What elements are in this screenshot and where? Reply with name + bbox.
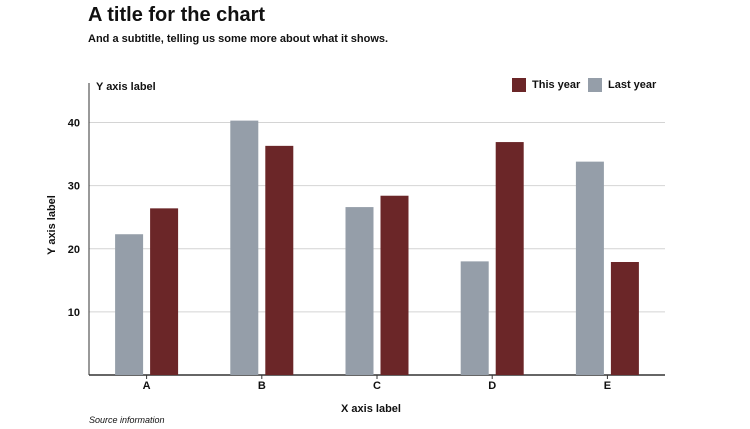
bar-last-year-a — [115, 234, 144, 375]
x-axis-label: X axis label — [341, 403, 401, 415]
bar-last-year-c — [345, 207, 374, 375]
y-tick-label-40: 40 — [68, 118, 80, 130]
x-tick-label-e: E — [604, 380, 611, 392]
y-axis-label-top: Y axis label — [96, 81, 156, 93]
y-tick-label-30: 30 — [68, 181, 80, 193]
y-tick-label-20: 20 — [68, 244, 80, 256]
chart-subtitle: And a subtitle, telling us some more abo… — [88, 33, 389, 45]
bar-last-year-d — [460, 261, 489, 375]
legend-label-last-year: Last year — [608, 79, 657, 91]
bar-this-year-e — [610, 262, 639, 375]
bar-this-year-c — [380, 195, 409, 375]
legend-item-last-year: Last year — [588, 78, 656, 92]
legend-item-this-year: This year — [512, 78, 580, 92]
source-note: Source information — [89, 415, 165, 425]
bar-this-year-d — [495, 142, 524, 375]
x-tick-label-c: C — [373, 380, 381, 392]
y-tick-label-10: 10 — [68, 307, 80, 319]
legend-swatch-this-year — [512, 78, 526, 92]
x-tick-label-d: D — [488, 380, 496, 392]
legend-swatch-last-year — [588, 78, 602, 92]
chart-title: A title for the chart — [88, 4, 266, 26]
x-tick-label-a: A — [143, 380, 151, 392]
bar-last-year-b — [230, 120, 259, 375]
bar-this-year-a — [150, 208, 179, 375]
legend-label-this-year: This year — [532, 79, 581, 91]
bar-this-year-b — [265, 145, 294, 375]
bar-last-year-e — [575, 161, 604, 375]
x-tick-label-b: B — [258, 380, 266, 392]
